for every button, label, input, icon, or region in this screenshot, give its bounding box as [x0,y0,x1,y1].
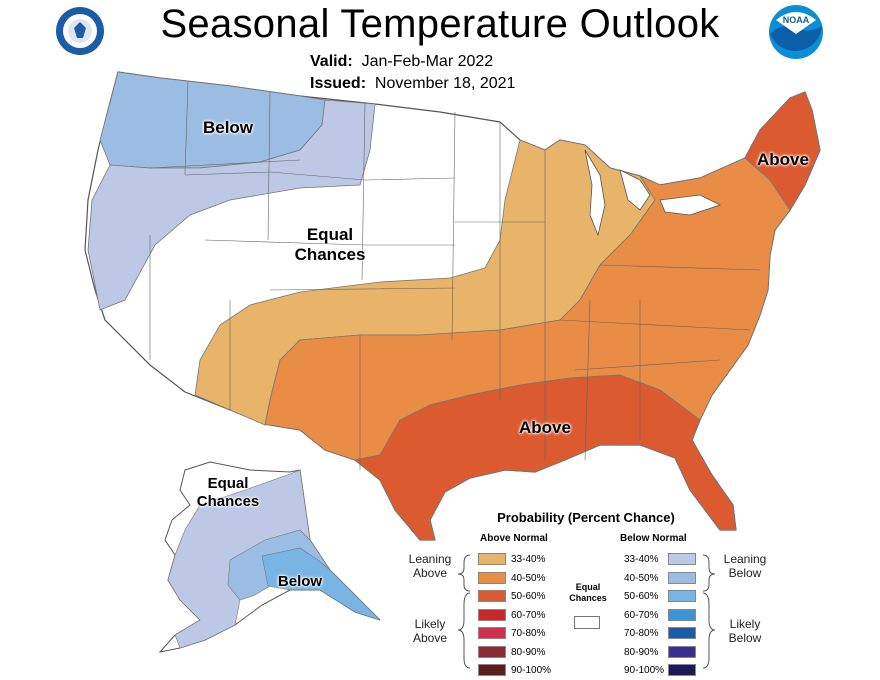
legend-above-swatch [478,553,506,565]
legend-likely-above-2: Above [412,631,448,645]
legend-below-row: 80-90% [0,645,880,659]
legend-above-row: 50-60% [0,590,880,603]
legend-below-row: 90-100% [0,664,880,677]
legend-likely-below-1: Likely [729,617,761,631]
valid-label: Valid: [310,53,353,70]
legend-below-swatch [668,571,696,584]
legend-above-pct-label: 50-60% [511,591,546,602]
legend-below-pct-label: 60-70% [624,609,659,621]
legend-title: Probability (Percent Chance) [497,510,675,525]
legend-above-row: 90-100% [0,664,880,677]
label-above-south: Above [519,418,571,437]
legend-equal-chances-swatch [574,616,600,629]
legend-below-swatch [668,608,696,621]
legend-above-swatch [478,590,506,602]
legend-above-swatch [478,627,506,639]
legend-leaning-above-1: Leaning [408,552,452,566]
legend-leaning-below: Leaning Below [712,552,778,580]
legend-leaning-below-2: Below [728,566,762,580]
legend-below-row: 70-80% [0,627,880,640]
label-alaska-equal-line1: Equal [207,475,249,492]
legend-above-swatch [478,571,506,584]
issued-date: Issued: November 18, 2021 [310,75,515,93]
legend-below-pct-label: 70-80% [624,628,659,639]
seal-logo [55,6,105,56]
legend-below-swatch [668,627,696,639]
label-equal-line1: Equal [306,225,354,244]
legend-above-pct-label: 70-80% [511,628,546,639]
valid-period: Valid: Jan-Feb-Mar 2022 [310,53,493,71]
state-borders [149,81,761,470]
legend-below-pct-label: 33-40% [624,554,659,565]
legend-above-pct-label: 33-40% [511,554,546,565]
legend-below-pct-label: 80-90% [624,646,659,658]
legend-above-row: 80-90% [0,645,880,659]
legend-below-pct-label: 90-100% [624,665,665,676]
noaa-logo: NOAA [768,4,824,60]
legend-likely-below: Likely Below [712,617,778,645]
region-above-50-60-south [354,374,737,541]
legend-below-swatch [668,590,696,602]
legend-below-pct-label: 40-50% [624,572,659,584]
great-lakes [584,149,722,237]
legend-leaning-above-2: Above [412,566,448,580]
label-below-northwest: Below [202,118,254,137]
region-above-50-60-northeast [744,91,821,211]
legend-below-pct-label: 50-60% [624,591,659,602]
legend-equal-line2: Chances [569,593,607,603]
alaska-below-50-60 [261,547,381,621]
label-equal-chances: Equal Chances [280,225,380,265]
legend-likely-above: Likely Above [400,617,460,645]
legend-below-row: 50-60% [0,590,880,603]
legend-leaning-above: Leaning Above [400,552,460,580]
legend-above-row: 70-80% [0,627,880,640]
legend-below-swatch [668,645,696,658]
noaa-logo-text: NOAA [783,15,810,25]
legend-above-swatch [478,645,506,658]
legend-above-swatch [478,608,506,621]
legend-likely-below-2: Below [728,631,762,645]
label-alaska-equal-chances: Equal Chances [183,475,273,511]
legend-likely-above-1: Likely [414,617,446,631]
label-above-northeast: Above [757,150,809,169]
legend-above-row: 40-50% [0,571,880,585]
label-alaska-below: Below [277,573,323,590]
legend-leaning-below-1: Leaning [723,552,767,566]
page-title: Seasonal Temperature Outlook [160,2,720,46]
legend-above-row: 60-70% [0,608,880,622]
issued-value: November 18, 2021 [374,75,516,92]
label-equal-line2: Chances [294,245,366,264]
label-alaska-equal-line2: Chances [196,493,260,510]
legend-equal-chances-label: Equal Chances [560,582,616,604]
legend-below-row: 60-70% [0,608,880,622]
legend-above-pct-label: 60-70% [511,609,546,621]
legend-below-swatch [668,553,696,565]
legend-below-row: 40-50% [0,571,880,585]
legend-below-header: Below Normal [620,533,687,544]
issued-label: Issued: [310,75,367,92]
valid-value: Jan-Feb-Mar 2022 [361,53,494,70]
legend-above-swatch [478,664,506,676]
legend-above-header: Above Normal [480,533,548,544]
legend-above-pct-label: 80-90% [511,646,546,658]
legend-below-swatch [668,664,696,676]
legend-above-pct-label: 40-50% [511,572,546,584]
legend-above-row: 33-40% [0,553,880,566]
legend-equal-line1: Equal [575,582,601,592]
legend-below-row: 33-40% [0,553,880,566]
legend-above-pct-label: 90-100% [511,665,552,676]
